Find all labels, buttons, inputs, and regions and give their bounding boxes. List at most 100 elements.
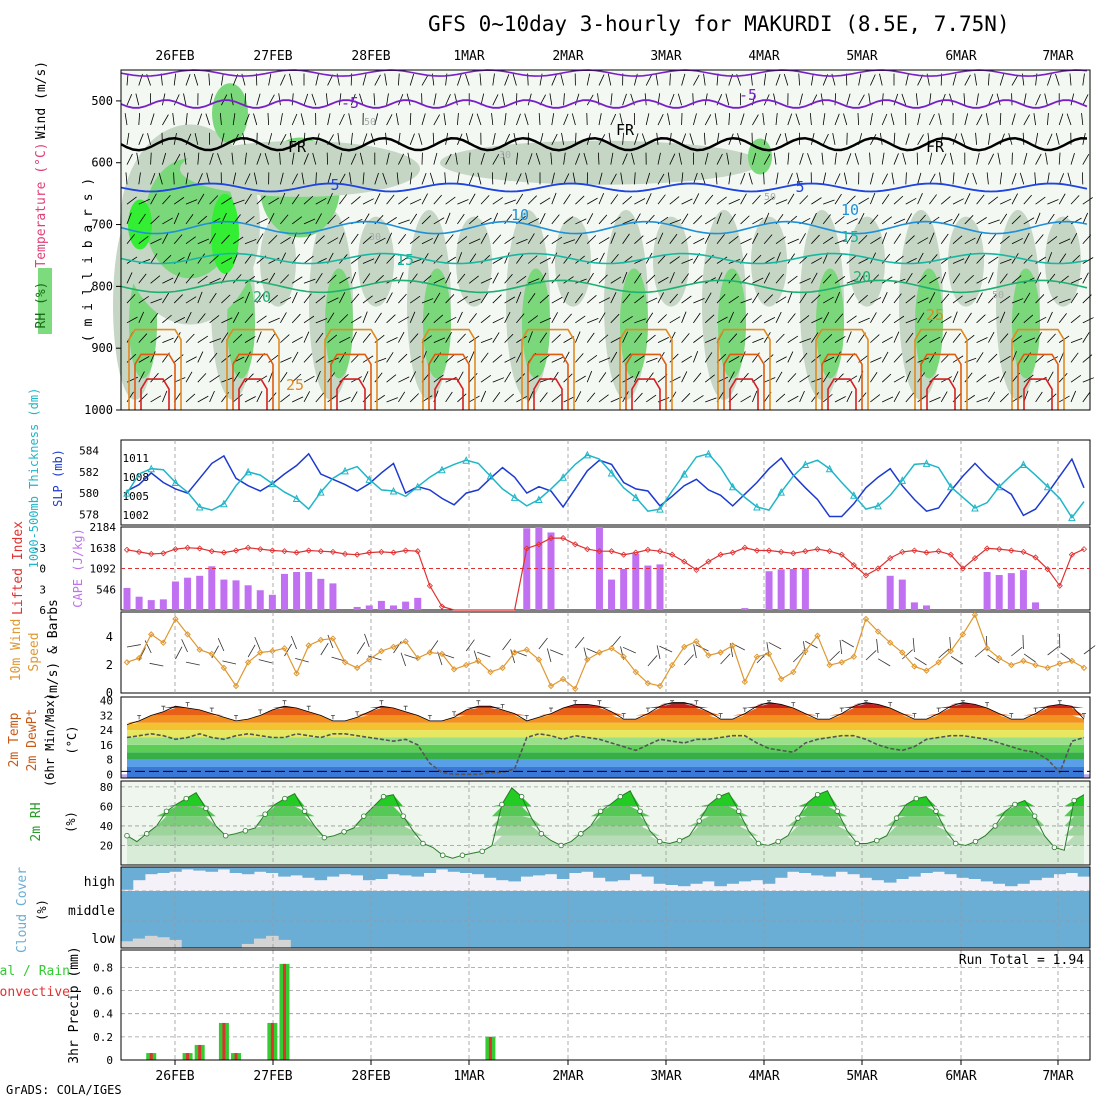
- wind-barb: [634, 172, 636, 185]
- wind-barb: [1047, 296, 1058, 304]
- thickness-point: [704, 449, 713, 458]
- temp-contour-35: [434, 378, 464, 410]
- wind-barb: [409, 393, 419, 403]
- wind-barb: [940, 233, 949, 244]
- wind-barb: [1070, 195, 1080, 205]
- wind-barb: [610, 152, 614, 165]
- wind-barb: [787, 313, 796, 324]
- slp-tick-label: 1011: [123, 452, 150, 465]
- rh-shade: [456, 216, 492, 307]
- wind-barb: [1035, 272, 1042, 284]
- wind-barb: [421, 193, 428, 205]
- wind-barb: [952, 213, 960, 225]
- lifted-index-point: [693, 566, 700, 573]
- wind-barb: [988, 219, 1000, 225]
- wind-barb: [964, 297, 976, 304]
- wind-barb: [940, 293, 950, 304]
- middle-cloud-bar: [484, 891, 497, 948]
- wind-barb: [834, 173, 841, 185]
- wind-barb: [291, 93, 294, 106]
- wind-barb: [964, 274, 974, 284]
- top-date-tick-label: 3MAR: [650, 49, 681, 64]
- wind-barb: [799, 352, 808, 363]
- wind-barb: [952, 333, 961, 343]
- wind-barb: [775, 311, 782, 324]
- wind-barb: [327, 237, 339, 245]
- wind-speed-point: [668, 661, 676, 669]
- wind-barb: [811, 197, 822, 205]
- wind-barb: [208, 73, 210, 86]
- wind-barb: [1023, 232, 1030, 244]
- wind-barb: [492, 272, 499, 284]
- wind-barb: [678, 152, 682, 165]
- min-max-marker: [1033, 707, 1038, 713]
- wind-speed-point: [741, 678, 749, 686]
- wind-barb: [398, 73, 400, 86]
- wind-barb: [173, 212, 180, 225]
- wind-barb: [645, 74, 653, 86]
- wind-barb: [268, 272, 276, 284]
- wind-barb: [125, 172, 128, 185]
- wind-barb: [716, 153, 723, 165]
- lifted-index-point: [305, 547, 312, 554]
- thickness-point: [292, 494, 301, 502]
- wind-barb: [492, 197, 503, 205]
- wind-barb: [740, 351, 746, 363]
- wind-barb: [516, 373, 526, 383]
- temperature-band: [127, 752, 1084, 760]
- cape-bar: [135, 596, 143, 610]
- wind-barb: [976, 232, 983, 244]
- thickness-point: [462, 456, 470, 464]
- wind-barb: [681, 371, 688, 383]
- wind-barb: [454, 93, 458, 106]
- wind-speed-point: [559, 675, 567, 683]
- wind-barb: [834, 239, 847, 245]
- wind-barb: [492, 153, 500, 165]
- middle-cloud-bar: [677, 891, 691, 948]
- wind-barb: [716, 234, 725, 244]
- wind-barb: [657, 314, 667, 324]
- min-max-marker: [815, 713, 820, 718]
- high-cloud-bar: [253, 867, 267, 872]
- wind-speed-point: [196, 646, 203, 653]
- wind-barb: [716, 212, 722, 225]
- wind-barb: [315, 73, 319, 86]
- wind-speed-point: [790, 668, 797, 676]
- wind-barb: [1011, 74, 1019, 86]
- wind-barb: [172, 113, 175, 126]
- wind-barb: [811, 272, 818, 284]
- wind-barb: [822, 133, 829, 145]
- wind-barb: [418, 133, 423, 145]
- middle-cloud-bar: [1005, 891, 1018, 948]
- wind-speed-point: [935, 659, 942, 666]
- wind-barb: [634, 392, 643, 403]
- wind-barb: [138, 236, 149, 245]
- wind-tick-label: 0: [106, 686, 113, 700]
- wind-barb: [704, 314, 715, 324]
- convective-precip-bar: [488, 1036, 492, 1060]
- wind-barb: [516, 313, 525, 324]
- wind-barb: [870, 312, 877, 324]
- wind-barb: [799, 375, 810, 383]
- wind-barb: [209, 390, 215, 403]
- wind-barb: [917, 334, 928, 343]
- wind-barb: [150, 238, 162, 245]
- cape-bar: [789, 568, 797, 610]
- precip-frame: [120, 949, 1091, 1061]
- wind-speed-point: [983, 645, 991, 652]
- surface-wind-barb: [546, 648, 552, 663]
- wind-speed-point: [656, 682, 664, 690]
- cape-bar: [147, 600, 155, 610]
- wind-barb: [551, 236, 563, 245]
- wind-barb: [291, 373, 302, 383]
- wind-barb: [136, 152, 140, 165]
- wind-barb: [598, 252, 605, 264]
- wind-barb: [551, 172, 555, 185]
- wind-barb: [1011, 113, 1016, 126]
- wind-barb: [232, 371, 240, 383]
- wind-barb: [410, 198, 422, 205]
- wind-barb: [575, 315, 586, 324]
- contour-label: 10: [841, 201, 859, 219]
- min-max-marker: [742, 707, 747, 713]
- min-max-marker: [330, 715, 335, 720]
